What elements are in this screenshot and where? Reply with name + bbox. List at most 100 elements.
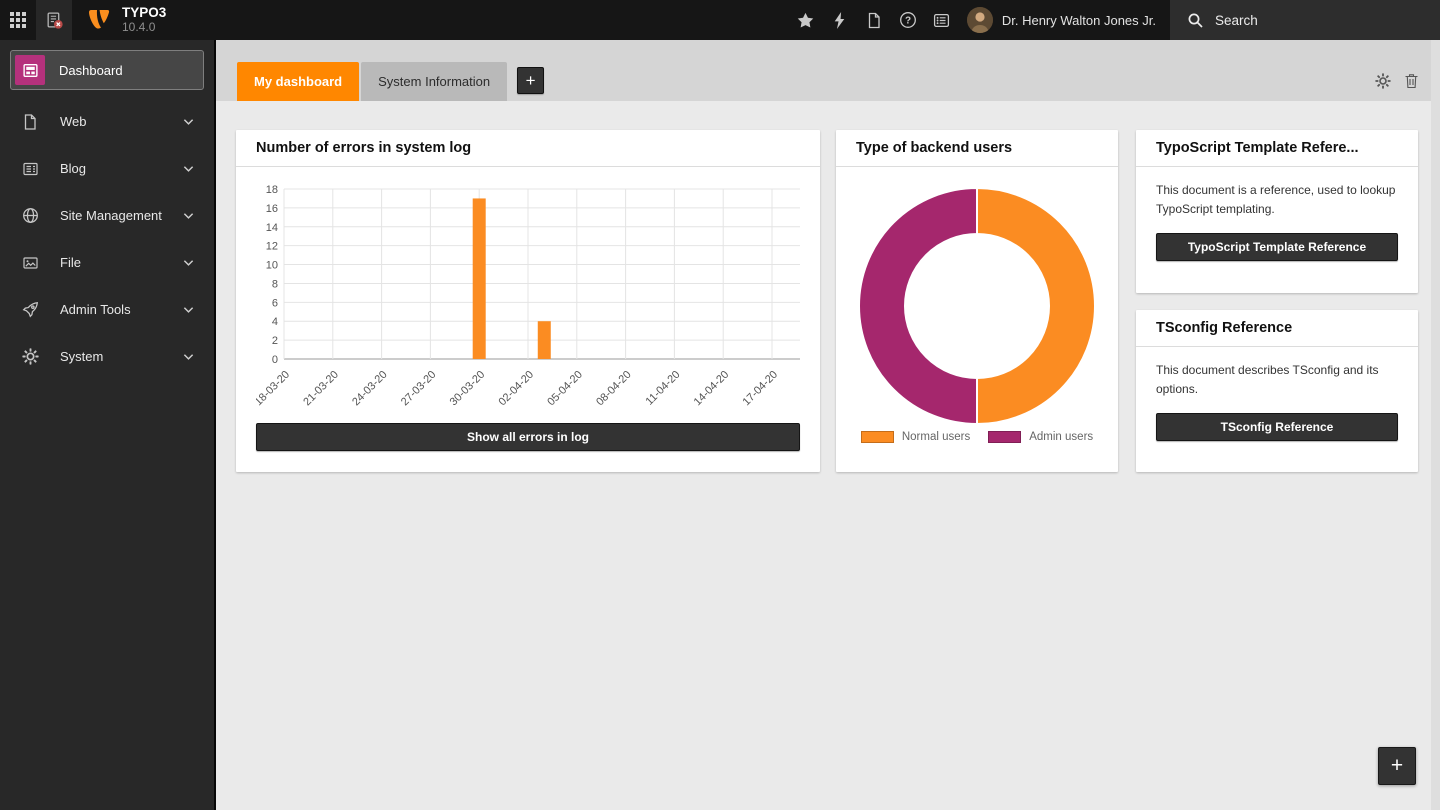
- chevron-down-icon: [183, 353, 194, 361]
- search-label: Search: [1215, 12, 1258, 28]
- svg-text:17-04-20: 17-04-20: [740, 369, 780, 409]
- sidebar-item-admin-tools[interactable]: Admin Tools: [0, 286, 214, 333]
- dashboard-settings-button[interactable]: [1375, 73, 1391, 89]
- widget-description: This document describes TSconfig and its…: [1156, 363, 1379, 396]
- widget-header: Type of backend users: [836, 130, 1118, 167]
- file-image-icon: [22, 255, 39, 271]
- svg-text:10: 10: [266, 260, 278, 272]
- legend-label: Admin users: [1029, 431, 1094, 443]
- svg-text:18-03-20: 18-03-20: [256, 369, 292, 409]
- chevron-down-icon: [183, 165, 194, 173]
- sidebar-item-site-management[interactable]: Site Management: [0, 192, 214, 239]
- svg-text:27-03-20: 27-03-20: [399, 369, 439, 409]
- sidebar-item-label: Site Management: [60, 208, 162, 223]
- brand-text: TYPO3 10.4.0: [122, 5, 166, 34]
- widget-title: TypoScript Template Refere...: [1156, 140, 1359, 156]
- delete-dashboard-button[interactable]: [1404, 73, 1419, 89]
- chevron-down-icon: [183, 212, 194, 220]
- widget-header: TSconfig Reference: [1136, 310, 1418, 347]
- widget-tsconfig-reference: TSconfig Reference This document describ…: [1136, 310, 1418, 472]
- widget-backend-users: Type of backend users Normal users Admin …: [836, 130, 1118, 472]
- chevron-down-icon: [183, 259, 194, 267]
- tsconfig-reference-button[interactable]: TSconfig Reference: [1156, 413, 1398, 442]
- svg-text:18: 18: [266, 184, 278, 196]
- help-button[interactable]: ?: [891, 0, 925, 40]
- widget-body: This document is a reference, used to lo…: [1136, 167, 1418, 277]
- widget-description: This document is a reference, used to lo…: [1156, 183, 1396, 216]
- tabs: My dashboard System Information: [237, 62, 508, 101]
- sidebar-item-label: Blog: [60, 161, 87, 176]
- add-tab-button[interactable]: +: [517, 67, 545, 94]
- svg-text:2: 2: [272, 335, 278, 347]
- typoscript-reference-button[interactable]: TypoScript Template Reference: [1156, 233, 1398, 262]
- typo3-logo-icon: [86, 7, 112, 33]
- help-icon: ?: [899, 11, 917, 29]
- star-icon: [797, 12, 814, 29]
- svg-text:11-04-20: 11-04-20: [643, 369, 682, 408]
- svg-text:0: 0: [272, 354, 278, 366]
- user-name: Dr. Henry Walton Jones Jr.: [1001, 12, 1156, 28]
- topbar-left: TYPO3 10.4.0: [0, 0, 182, 40]
- tab-system-information[interactable]: System Information: [361, 62, 508, 101]
- widget-title: TSconfig Reference: [1156, 320, 1293, 336]
- bookmarks-button[interactable]: [789, 0, 823, 40]
- widget-body: This document describes TSconfig and its…: [1136, 347, 1418, 457]
- svg-text:12: 12: [266, 241, 278, 253]
- sidebar-item-label: System: [60, 349, 104, 364]
- svg-text:8: 8: [272, 278, 278, 290]
- chevron-down-icon: [183, 118, 194, 126]
- rocket-icon: [22, 301, 39, 318]
- svg-text:4: 4: [272, 316, 278, 328]
- donut-legend: Normal users Admin users: [836, 431, 1118, 443]
- blog-newspaper-icon: [22, 161, 39, 177]
- grid-icon: [10, 12, 26, 28]
- widget-title: Type of backend users: [856, 140, 1013, 156]
- web-page-icon: [22, 113, 39, 130]
- sidebar-item-label: Web: [60, 114, 87, 129]
- widget-header: TypoScript Template Refere...: [1136, 130, 1418, 167]
- topbar-right: ? Dr. Henry Walton Jones Jr. Search: [789, 0, 1440, 40]
- svg-text:?: ?: [905, 16, 911, 27]
- open-documents-button[interactable]: [36, 0, 72, 40]
- show-all-errors-button[interactable]: Show all errors in log: [256, 423, 800, 451]
- sidebar-item-system[interactable]: System: [0, 333, 214, 380]
- sidebar-item-label: Admin Tools: [60, 302, 131, 317]
- typo3-brand[interactable]: TYPO3 10.4.0: [72, 0, 182, 40]
- legend-label: Normal users: [901, 431, 971, 443]
- errors-bar-chart: 0 2 4 6 8 10 12 14 16 18 18-03-20 21-03-20 24-03-20 2…: [256, 179, 800, 413]
- sidebar-item-web[interactable]: Web: [0, 98, 214, 145]
- sidebar-item-dashboard[interactable]: Dashboard: [10, 50, 204, 90]
- module-menu-toggle-button[interactable]: [0, 0, 36, 40]
- svg-text:02-04-20: 02-04-20: [496, 369, 536, 409]
- new-document-button[interactable]: [857, 0, 891, 40]
- trash-icon: [1404, 73, 1419, 89]
- module-sidebar: Dashboard Web Blog Site Management File Admi…: [0, 40, 216, 810]
- widget-body: Normal users Admin users: [836, 167, 1118, 443]
- svg-text:24-03-20: 24-03-20: [350, 369, 390, 409]
- svg-text:14-04-20: 14-04-20: [692, 369, 732, 409]
- svg-text:14: 14: [266, 222, 278, 234]
- legend-item-admin-users[interactable]: Admin users: [988, 431, 1093, 443]
- user-avatar: [966, 7, 993, 33]
- user-menu[interactable]: Dr. Henry Walton Jones Jr.: [959, 0, 1170, 40]
- widget-typoscript-reference: TypoScript Template Refere... This docum…: [1136, 130, 1418, 293]
- search-box[interactable]: Search: [1170, 0, 1440, 40]
- svg-text:21-03-20: 21-03-20: [301, 369, 341, 409]
- scrollbar-track[interactable]: [1431, 40, 1440, 810]
- document-header-actions: [1375, 73, 1419, 89]
- system-information-button[interactable]: [925, 0, 959, 40]
- clear-cache-button[interactable]: [823, 0, 857, 40]
- legend-item-normal-users[interactable]: Normal users: [860, 431, 971, 443]
- brand-name: TYPO3: [122, 5, 167, 21]
- topbar-spacer: [182, 0, 789, 40]
- sidebar-item-file[interactable]: File: [0, 239, 214, 286]
- brand-version: 10.4.0: [122, 19, 156, 34]
- dashboard-icon: [22, 62, 39, 79]
- tab-my-dashboard[interactable]: My dashboard: [237, 62, 360, 101]
- sidebar-item-blog[interactable]: Blog: [0, 145, 214, 192]
- widget-errors-in-system-log: Number of errors in system log 0 2 4 6 8 10 12…: [236, 130, 820, 472]
- svg-text:6: 6: [272, 297, 278, 309]
- dashboard-module-tile: [15, 55, 45, 85]
- add-widget-button[interactable]: +: [1378, 747, 1416, 785]
- chevron-down-icon: [183, 306, 194, 314]
